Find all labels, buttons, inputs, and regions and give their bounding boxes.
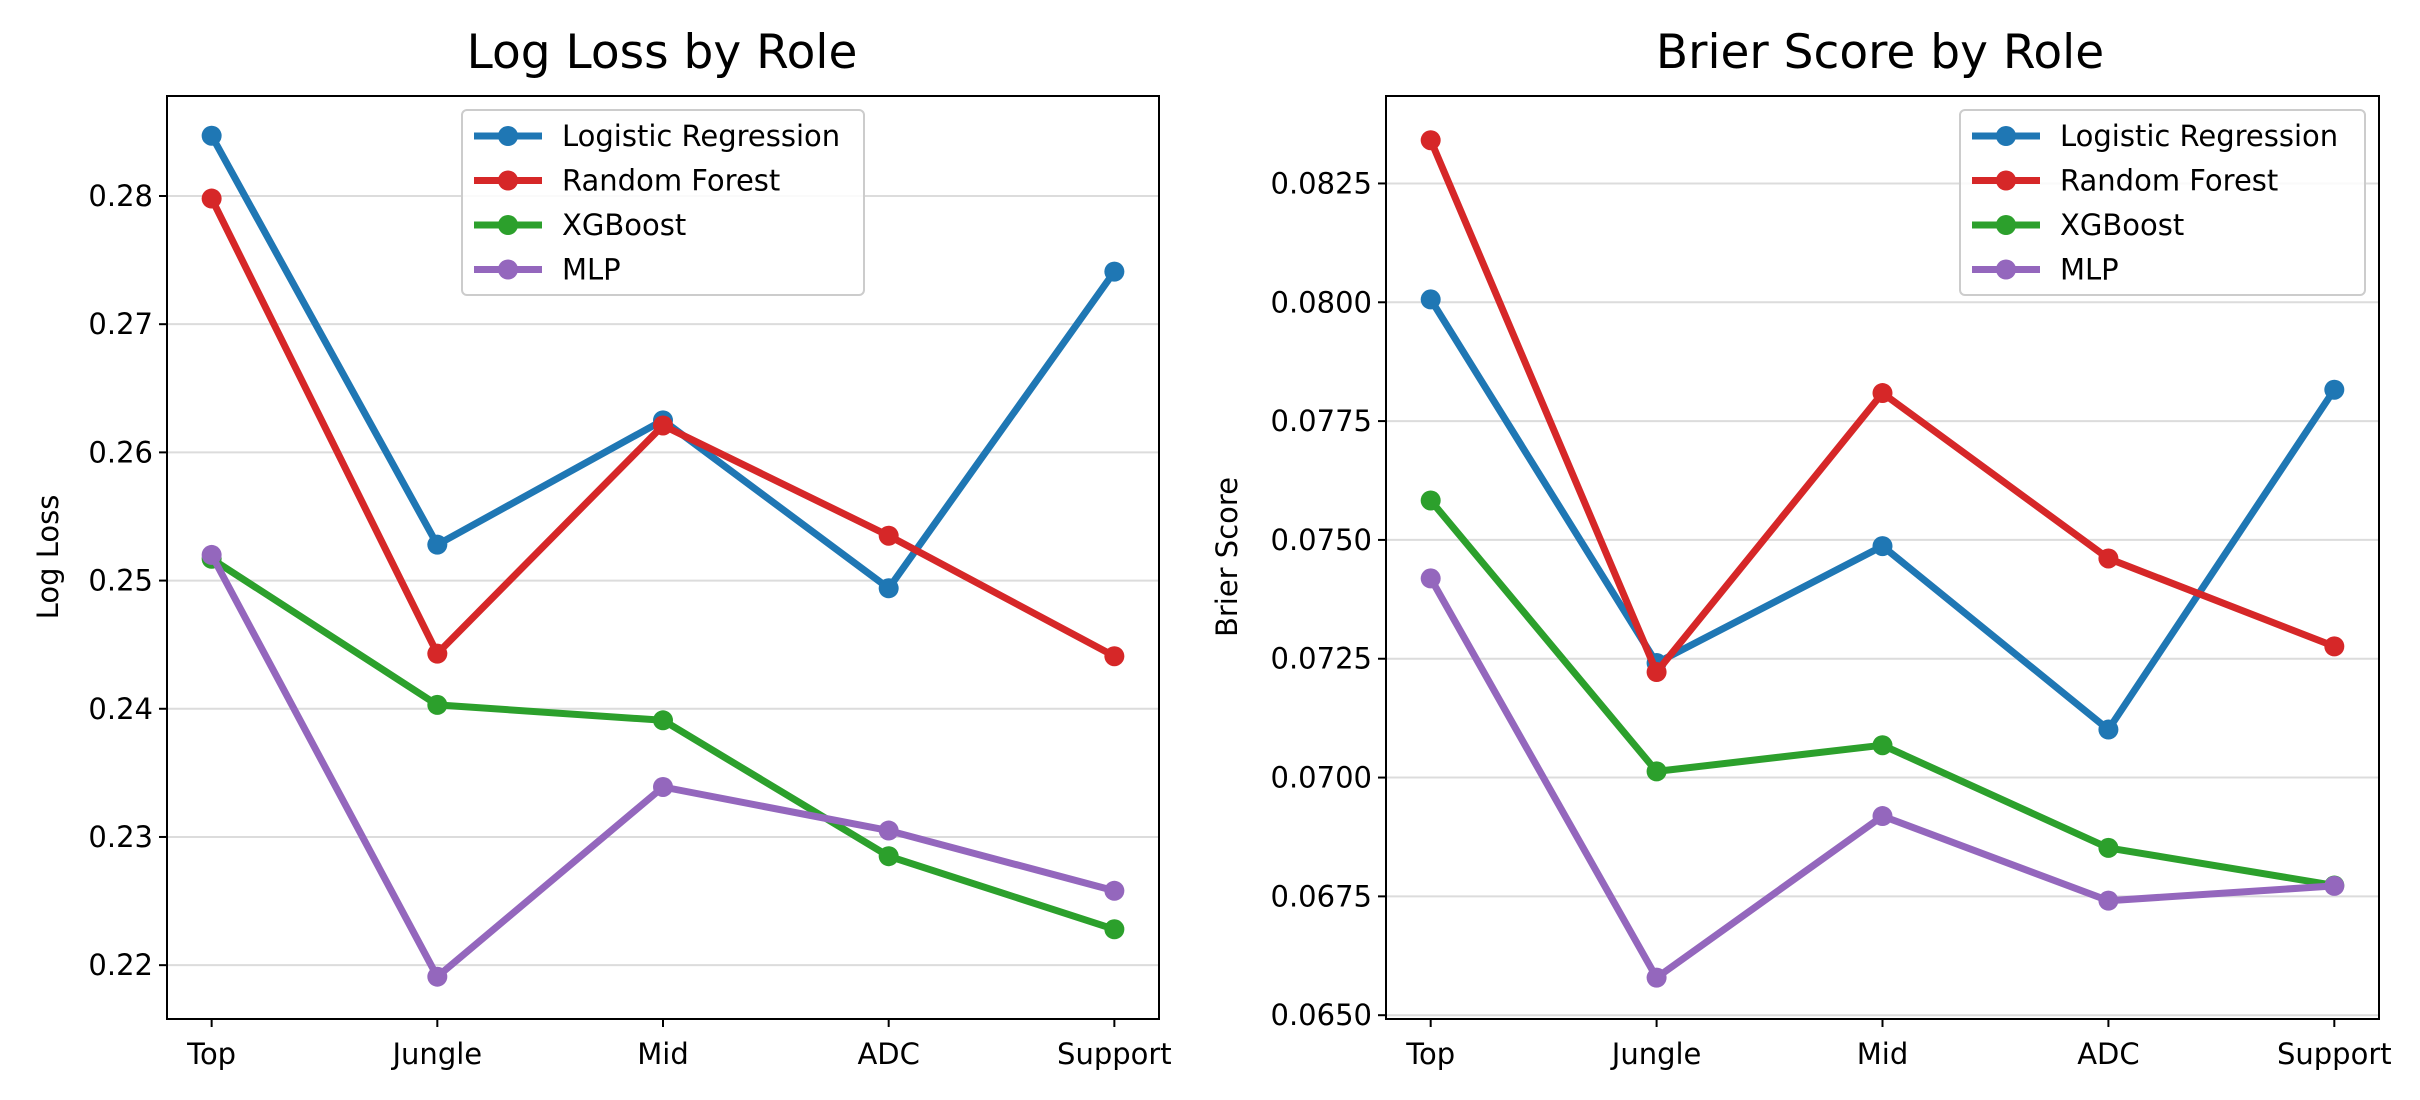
data-point (2098, 719, 2119, 740)
y-tick-label: 0.0675 (1271, 879, 1372, 913)
y-tick-label: 0.28 (88, 179, 153, 213)
data-point (653, 415, 673, 436)
x-tick-label: ADC (2077, 1037, 2139, 1071)
data-point (1646, 761, 1667, 782)
data-point (427, 694, 448, 715)
x-tick-label: ADC (857, 1037, 919, 1071)
legend-label: MLP (2060, 253, 2119, 287)
legend-label: Random Forest (2060, 164, 2278, 198)
legend-marker (1996, 259, 2016, 280)
chart-title: Log Loss by Role (467, 25, 858, 80)
x-tick-label: Support (1057, 1037, 1172, 1071)
legend-marker (498, 170, 518, 191)
data-point (1104, 646, 1125, 667)
legend-label: Random Forest (562, 164, 780, 198)
data-point (878, 525, 899, 546)
y-tick-label: 0.0650 (1271, 998, 1372, 1032)
legend-label: MLP (562, 253, 621, 287)
x-tick-label: Support (2277, 1037, 2392, 1071)
legend-label: XGBoost (562, 208, 686, 242)
y-tick-label: 0.0800 (1271, 285, 1372, 319)
y-tick-label: 0.0825 (1271, 166, 1372, 200)
data-point (878, 846, 899, 867)
data-point (1420, 289, 1441, 310)
y-tick-label: 0.0700 (1271, 761, 1372, 795)
data-point (1104, 880, 1125, 901)
data-point (878, 820, 899, 841)
y-tick-label: 0.26 (88, 435, 153, 469)
data-point (2324, 379, 2345, 400)
legend-marker (1996, 170, 2016, 191)
data-point (2324, 636, 2345, 657)
y-tick-label: 0.27 (88, 307, 153, 341)
y-axis-label: Log Loss (31, 495, 65, 620)
x-tick-label: Mid (1857, 1037, 1909, 1071)
data-point (1646, 967, 1667, 988)
y-tick-label: 0.0775 (1271, 404, 1372, 438)
chart-title: Brier Score by Role (1656, 25, 2104, 80)
data-point (1420, 130, 1441, 151)
data-point (1872, 735, 1893, 756)
log-loss-chart: Log Loss by Role Log Loss 0.22 0.23 0.24 0.… (31, 25, 1172, 1071)
data-point (201, 188, 222, 209)
legend-label: XGBoost (2060, 208, 2184, 242)
y-tick-label: 0.24 (88, 692, 153, 726)
data-point (653, 710, 673, 731)
x-tick-label: Jungle (391, 1037, 483, 1071)
data-point (2098, 548, 2119, 569)
data-point (427, 966, 448, 987)
legend-marker (1996, 126, 2016, 146)
data-point (878, 578, 899, 599)
data-point (201, 125, 222, 146)
y-axis-label: Brier Score (1210, 477, 1244, 637)
legend-box (461, 109, 865, 296)
x-tick-label: Jungle (1610, 1037, 1702, 1071)
y-tick-label: 0.0725 (1271, 642, 1372, 676)
data-point (1646, 662, 1667, 683)
data-point (1872, 806, 1893, 827)
x-tick-label: Top (1405, 1037, 1455, 1071)
legend-label: Logistic Regression (2060, 119, 2338, 153)
legend-marker (498, 215, 518, 235)
x-tick-label: Mid (637, 1037, 689, 1071)
data-point (427, 643, 448, 664)
data-point (653, 776, 673, 797)
data-point (1104, 261, 1125, 282)
data-point (2098, 837, 2119, 858)
y-tick-label: 0.23 (88, 820, 153, 854)
data-point (1104, 919, 1125, 940)
legend-marker (1996, 215, 2016, 235)
legend-marker (498, 259, 518, 280)
data-point (1872, 536, 1893, 557)
data-point (1420, 568, 1441, 589)
brier-score-chart: Brier Score by Role Brier Score 0.0650 0.… (1210, 25, 2392, 1071)
data-point (2098, 890, 2119, 911)
data-point (201, 544, 222, 565)
y-tick-label: 0.25 (88, 564, 153, 598)
legend-label: Logistic Regression (562, 119, 840, 153)
y-tick-label: 0.22 (88, 948, 153, 982)
legend-marker (498, 126, 518, 146)
legend-box (1959, 109, 2366, 296)
x-tick-label: Top (186, 1037, 236, 1071)
data-point (2324, 875, 2345, 896)
data-point (427, 534, 448, 555)
data-point (1872, 383, 1893, 404)
y-tick-label: 0.0750 (1271, 523, 1372, 557)
data-point (1420, 490, 1441, 511)
